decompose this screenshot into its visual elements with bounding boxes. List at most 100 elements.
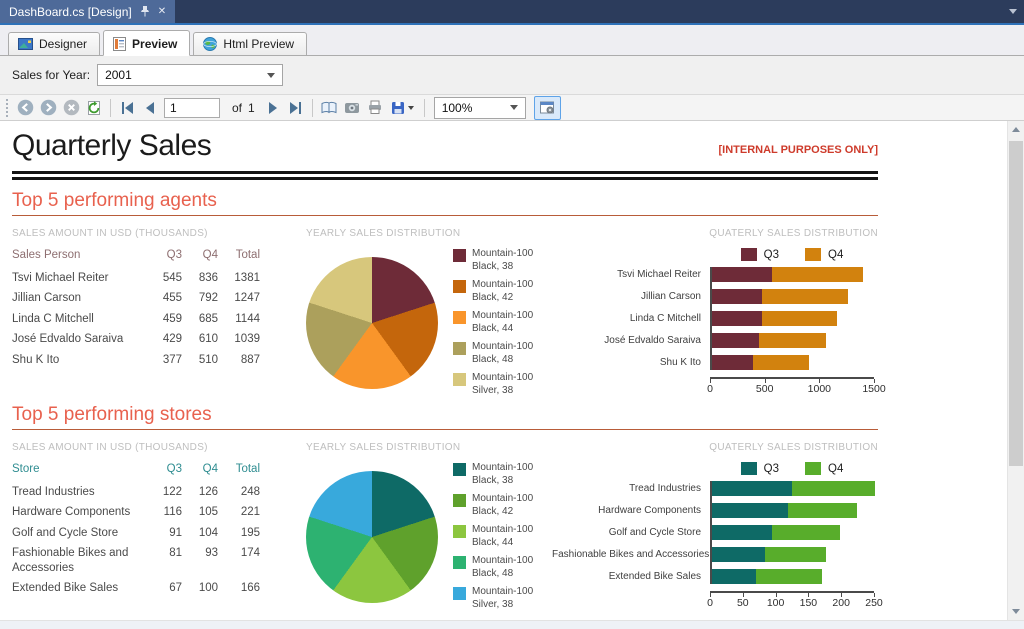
tab-label: Preview	[132, 37, 178, 51]
report-icon	[113, 37, 127, 51]
axis-tick-label: 250	[865, 597, 883, 609]
next-page-button[interactable]	[262, 97, 284, 119]
pie-caption: YEARLY SALES DISTRIBUTION	[306, 442, 461, 453]
bar-track	[712, 355, 876, 370]
legend-swatch	[453, 463, 466, 476]
bar-category-label: Jillian Carson	[640, 291, 701, 302]
scroll-up-arrow[interactable]	[1008, 121, 1024, 138]
horizontal-scrollbar-track[interactable]	[0, 620, 1024, 629]
refresh-button[interactable]	[83, 97, 105, 119]
page-number-input[interactable]: 1	[164, 97, 220, 118]
page-setup-button[interactable]	[341, 97, 363, 119]
table-header-cell: Store	[12, 463, 40, 475]
bar-track	[712, 569, 876, 584]
bar-track	[712, 267, 876, 282]
bar-row: José Edvaldo Saraiva	[552, 333, 878, 348]
table-header-cell: Q4	[202, 249, 218, 261]
pie-caption: YEARLY SALES DISTRIBUTION	[306, 228, 461, 239]
toggle-parameters-button[interactable]	[533, 95, 561, 120]
section-heading-products: Top 5 performing products	[12, 618, 878, 620]
stop-button[interactable]	[60, 97, 82, 119]
bar-row: Tread Industries	[552, 481, 878, 496]
table-cell: 459	[162, 312, 182, 325]
forward-button[interactable]	[37, 97, 59, 119]
zoom-select[interactable]: 100%	[433, 96, 526, 119]
bar-segment	[712, 333, 759, 348]
bar-segment	[758, 333, 826, 348]
report-page: Quarterly Sales [INTERNAL PURPOSES ONLY]…	[0, 121, 886, 620]
legend-swatch	[453, 494, 466, 507]
toolbar-separator	[423, 98, 425, 117]
legend-label: Mountain-100 Black, 44	[472, 524, 533, 549]
bar-segment	[712, 355, 754, 370]
view-tabs: Designer Preview Html Preview	[0, 25, 1024, 56]
bar-segment	[771, 267, 863, 282]
table-row: Tread Industries 122 126 248	[12, 482, 260, 502]
internal-notice: [INTERNAL PURPOSES ONLY]	[718, 144, 878, 156]
toolbar-grip[interactable]	[6, 98, 8, 117]
agents-stacked-bar-chart: Q3 Q4 Tsvi Michael Reiter Jillian Carson Li…	[552, 248, 886, 395]
axis-tick-label: 150	[799, 597, 818, 609]
legend-swatch	[805, 248, 821, 261]
legend-label-line: Mountain-100	[472, 555, 534, 566]
last-page-button[interactable]	[285, 97, 307, 119]
legend-label-line: Silver, 38	[472, 384, 514, 396]
chevron-down-icon[interactable]	[1002, 0, 1024, 23]
bar-segment	[712, 267, 772, 282]
scroll-down-arrow[interactable]	[1008, 603, 1024, 620]
document-tab-title: DashBoard.cs [Design]	[9, 4, 132, 19]
print-button[interactable]	[364, 97, 386, 119]
table-header-row: Sales Person Q3 Q4 Total	[12, 248, 260, 268]
agents-pie-chart	[306, 256, 438, 389]
tab-html-preview[interactable]: Html Preview	[193, 32, 308, 56]
vertical-scrollbar[interactable]	[1007, 121, 1024, 620]
stores-sales-table: Store Q3 Q4 Total Tread Industries 122 126 248 H…	[12, 462, 260, 598]
report-viewer-toolbar: 1 of 1 100%	[0, 94, 1024, 121]
legend-swatch	[740, 462, 757, 475]
tab-preview[interactable]: Preview	[103, 30, 191, 56]
bar-track	[712, 503, 876, 518]
export-button[interactable]	[387, 97, 419, 119]
legend-swatch	[453, 373, 466, 386]
first-page-button[interactable]	[116, 97, 138, 119]
table-row: Fashionable Bikes and Accessories 81 93 174	[12, 543, 260, 578]
bar-segment	[753, 355, 809, 370]
close-icon[interactable]: ✕	[157, 6, 167, 17]
sales-year-select[interactable]: 2001	[97, 64, 284, 86]
tab-designer[interactable]: Designer	[8, 32, 101, 56]
legend-label-line: Mountain-100	[472, 310, 534, 321]
previous-page-button[interactable]	[139, 97, 161, 119]
report-parameters-row: Sales for Year: 2001	[0, 56, 1024, 94]
legend-label-line: Black, 42	[472, 505, 514, 517]
section-heading-stores: Top 5 performing stores	[12, 404, 878, 430]
scrollbar-thumb[interactable]	[1009, 141, 1023, 466]
bar-category-label: Fashionable Bikes and Accessories	[552, 549, 710, 560]
table-header-cell: Total	[235, 463, 260, 475]
sales-year-label: Sales for Year:	[12, 68, 91, 82]
document-tab[interactable]: DashBoard.cs [Design] ✕	[0, 0, 176, 23]
legend-swatch	[453, 311, 466, 324]
pie-legend-item: Mountain-100 Silver, 38	[453, 586, 533, 611]
legend-label: Mountain-100 Silver, 38	[472, 586, 533, 611]
pin-icon[interactable]	[140, 6, 150, 17]
legend-label-line: Mountain-100	[472, 524, 534, 535]
back-button[interactable]	[14, 97, 36, 119]
table-cell: 195	[240, 526, 260, 539]
table-header-cell: Sales Person	[12, 249, 81, 261]
bar-row: Fashionable Bikes and Accessories	[552, 547, 878, 562]
bar-row: Hardware Components	[552, 503, 878, 518]
report-title: Quarterly Sales	[12, 129, 212, 162]
bar-row: Jillian Carson	[552, 289, 878, 304]
table-row: Linda C Mitchell 459 685 1144	[12, 309, 260, 329]
legend-label: Q4	[828, 248, 844, 261]
table-cell: 836	[198, 272, 218, 284]
bar-segment	[788, 503, 857, 518]
legend-label: Q3	[763, 248, 779, 261]
toolbar-separator	[110, 98, 111, 117]
axis-tick	[775, 593, 777, 597]
print-layout-button[interactable]	[318, 97, 340, 119]
table-cell: 105	[198, 506, 218, 519]
legend-swatch	[453, 342, 466, 355]
axis-tick-label: 0	[707, 597, 713, 609]
table-cell: José Edvaldo Saraiva	[12, 333, 124, 346]
